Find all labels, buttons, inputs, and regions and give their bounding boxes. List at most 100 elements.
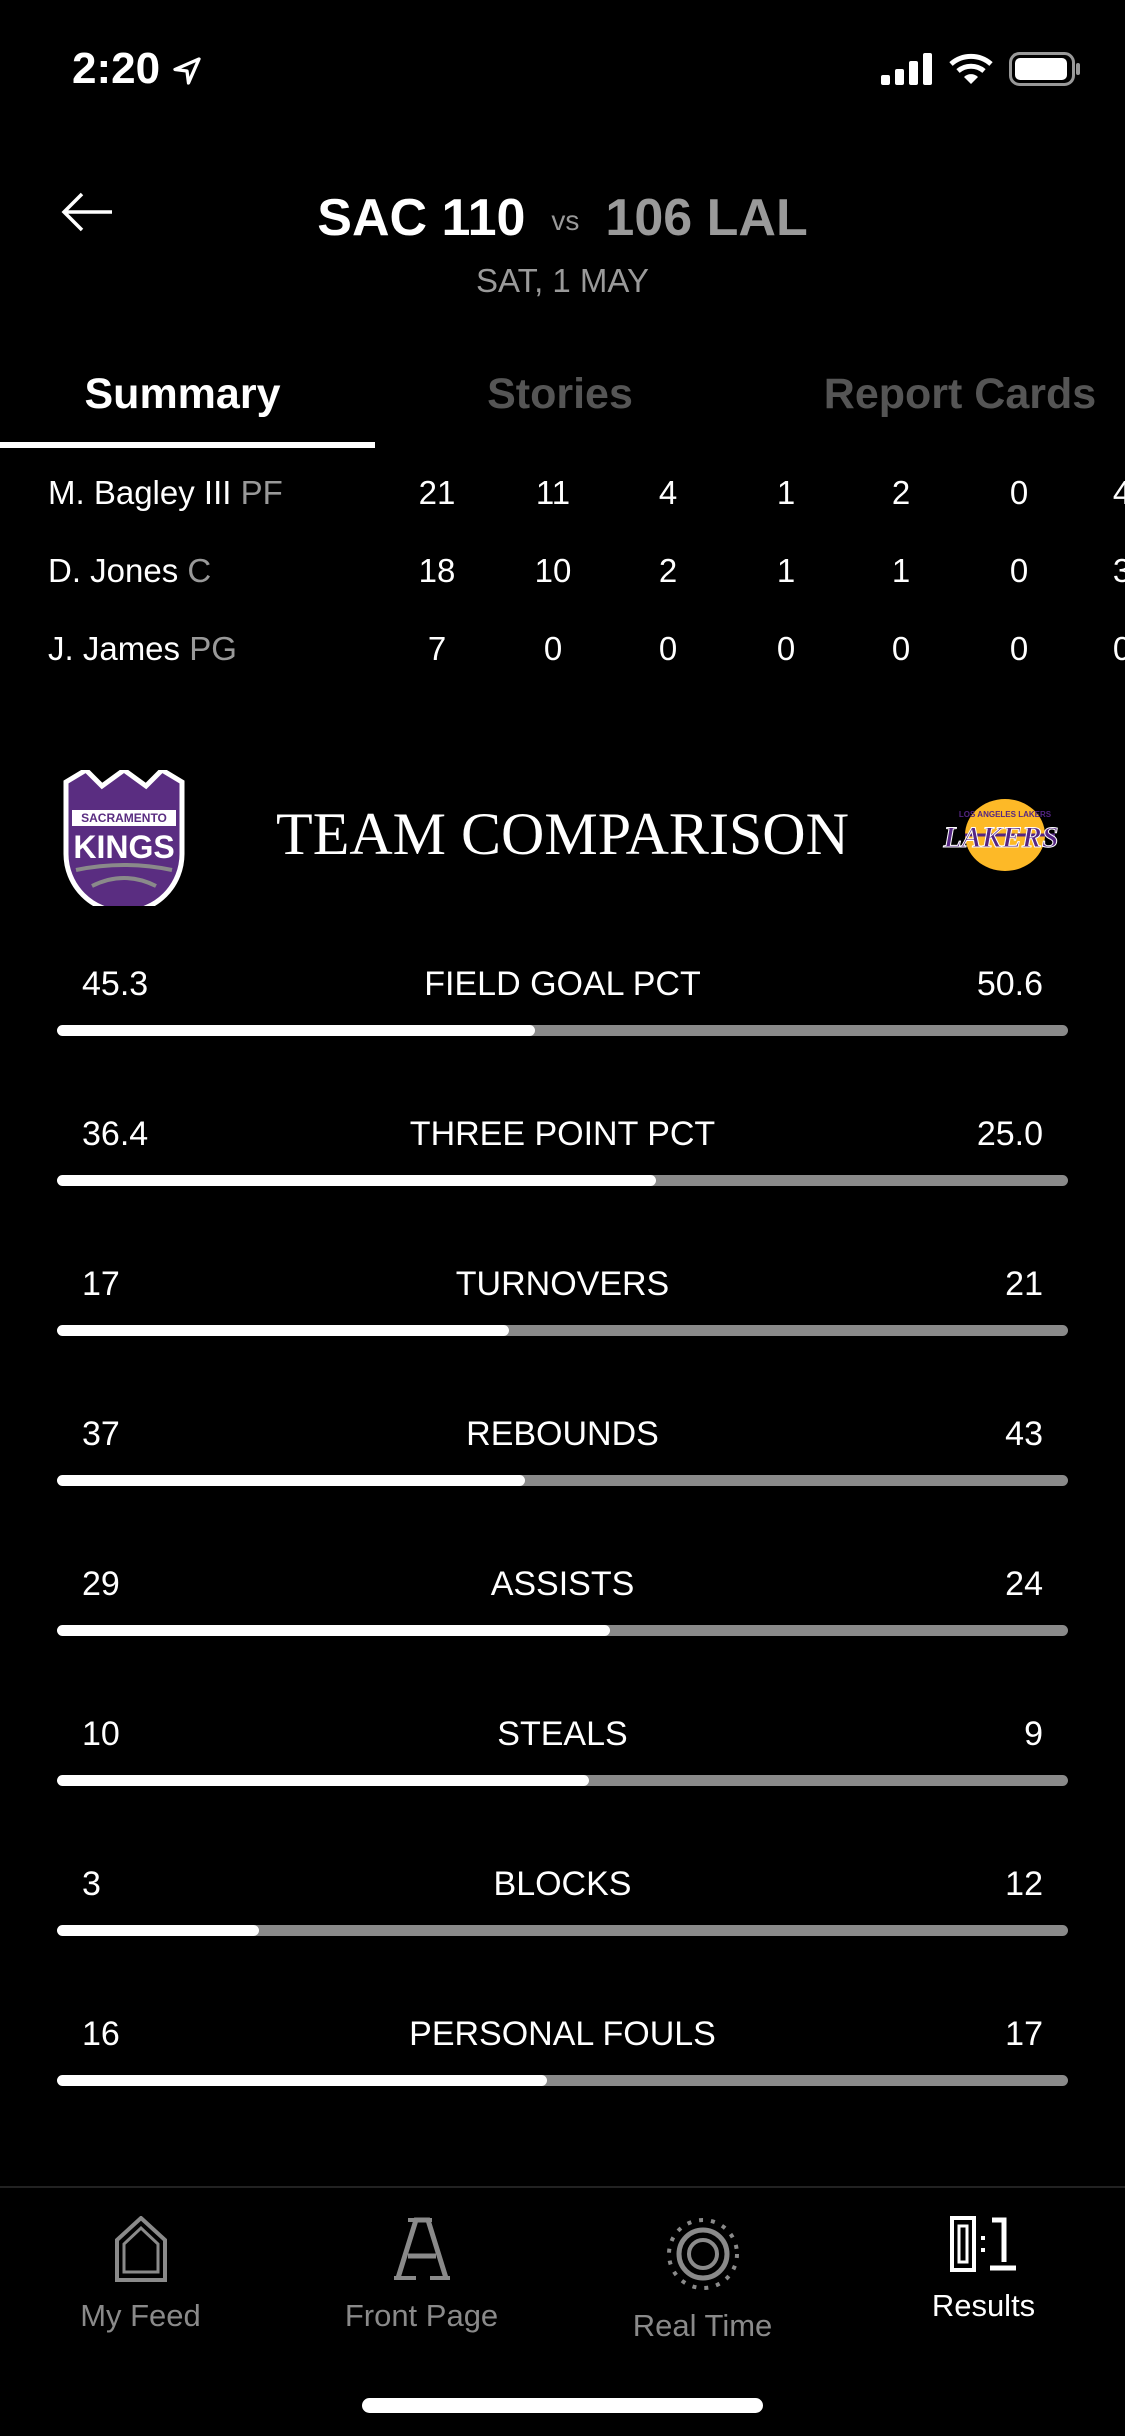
stat-label: BLOCKS bbox=[493, 1865, 632, 1903]
tab-underline bbox=[0, 442, 375, 448]
stat-label: STEALS bbox=[497, 1715, 628, 1753]
scoreboard-icon bbox=[949, 2216, 1016, 2272]
home-value: 37 bbox=[82, 1415, 120, 1453]
player-stat: 1 bbox=[891, 552, 911, 589]
letter-a-icon bbox=[393, 2217, 450, 2280]
back-button[interactable] bbox=[60, 190, 120, 240]
comparison-row: 3 BLOCKS 12 bbox=[57, 1865, 1068, 1975]
stat-label: REBOUNDS bbox=[466, 1415, 659, 1453]
player-position: PF bbox=[240, 474, 283, 511]
player-position: PG bbox=[189, 630, 237, 667]
player-stat: 3 bbox=[1112, 552, 1125, 589]
comparison-row: 10 STEALS 9 bbox=[57, 1715, 1068, 1825]
nav-label: Front Page bbox=[344, 2298, 499, 2333]
player-stat: 0 bbox=[658, 630, 678, 667]
comparison-row: 29 ASSISTS 24 bbox=[57, 1565, 1068, 1675]
home-value: 16 bbox=[82, 2015, 120, 2053]
player-stat: 1 bbox=[776, 474, 796, 511]
comparison-bar bbox=[57, 2075, 1068, 2086]
nav-my-feed[interactable]: My Feed bbox=[0, 2188, 281, 2334]
comparison-bar-fill bbox=[57, 1925, 260, 1936]
tab-stories[interactable]: Stories bbox=[487, 370, 633, 418]
home-score: SAC 110 bbox=[317, 189, 526, 247]
nav-real-time[interactable]: Real Time bbox=[562, 2188, 843, 2344]
stat-label: ASSISTS bbox=[490, 1565, 635, 1603]
away-value: 50.6 bbox=[976, 965, 1043, 1003]
tab-report-cards[interactable]: Report Cards bbox=[823, 370, 1097, 418]
time-text: 2:20 bbox=[72, 44, 161, 93]
nav-label: Real Time bbox=[632, 2308, 773, 2343]
home-value: 17 bbox=[82, 1265, 120, 1303]
player-stat: 0 bbox=[891, 630, 911, 667]
comparison-row: 37 REBOUNDS 43 bbox=[57, 1415, 1068, 1525]
away-score: 106 LAL bbox=[605, 189, 808, 247]
comparison-row: 45.3 FIELD GOAL PCT 50.6 bbox=[57, 965, 1068, 1075]
player-name-text: M. Bagley III bbox=[48, 474, 232, 511]
nav-label: Results bbox=[931, 2288, 1036, 2323]
stat-label: FIELD GOAL PCT bbox=[424, 965, 701, 1003]
house-icon bbox=[114, 2216, 167, 2282]
comparison-bar bbox=[57, 1325, 1068, 1336]
player-stat: 0 bbox=[543, 630, 563, 667]
player-stat: 10 bbox=[534, 552, 572, 589]
lakers-logo-text: LOS ANGELES LAKERS bbox=[959, 810, 1052, 819]
comparison-bar bbox=[57, 1775, 1068, 1786]
player-row[interactable]: D. Jones C 18 10 2 1 1 0 3 bbox=[0, 552, 1125, 612]
player-name-text: J. James bbox=[48, 630, 181, 667]
comparison-row: 36.4 THREE POINT PCT 25.0 bbox=[57, 1115, 1068, 1225]
away-value: 21 bbox=[1005, 1265, 1043, 1303]
nav-results[interactable]: Results bbox=[843, 2188, 1124, 2324]
player-row[interactable]: J. James PG 7 0 0 0 0 0 0 bbox=[0, 630, 1125, 690]
score-title: SAC 110 vs 106 LAL bbox=[0, 188, 1125, 248]
comparison-bar bbox=[57, 1025, 1068, 1036]
signal-icon bbox=[881, 53, 932, 85]
svg-text:KINGS: KINGS bbox=[73, 829, 174, 865]
home-value: 36.4 bbox=[82, 1115, 149, 1153]
comparison-bar-fill bbox=[57, 1325, 510, 1336]
status-icons bbox=[881, 52, 1081, 86]
player-position: C bbox=[187, 552, 212, 589]
kings-logo: SACRAMENTO KINGS bbox=[63, 770, 185, 906]
player-stat: 11 bbox=[535, 474, 571, 511]
player-stat: 0 bbox=[1112, 630, 1125, 667]
wifi-icon bbox=[949, 53, 993, 84]
real-time-icon bbox=[666, 2218, 739, 2290]
comparison-bar bbox=[57, 1925, 1068, 1936]
player-stat: 7 bbox=[427, 630, 447, 667]
player-stat: 2 bbox=[891, 474, 911, 511]
location-arrow-icon bbox=[173, 57, 201, 86]
bottom-nav: My Feed Front Page Real Time Results bbox=[0, 2186, 1125, 2436]
comparison-row: 16 PERSONAL FOULS 17 bbox=[57, 2015, 1068, 2125]
comparison-bar-fill bbox=[57, 1625, 611, 1636]
home-value: 45.3 bbox=[82, 965, 149, 1003]
player-name: D. Jones C bbox=[48, 552, 211, 590]
player-stat: 2 bbox=[658, 552, 678, 589]
nav-label: My Feed bbox=[80, 2298, 201, 2333]
home-value: 29 bbox=[82, 1565, 120, 1603]
lakers-logo: LOS ANGELES LAKERS LAKERS bbox=[942, 799, 1059, 871]
player-stat: 4 bbox=[1112, 474, 1125, 511]
stat-label: THREE POINT PCT bbox=[409, 1115, 716, 1153]
status-time: 2:20 bbox=[72, 44, 202, 94]
stat-label: TURNOVERS bbox=[455, 1265, 670, 1303]
svg-text:SACRAMENTO: SACRAMENTO bbox=[81, 811, 167, 825]
player-stat: 0 bbox=[1009, 630, 1029, 667]
player-stat: 18 bbox=[418, 552, 456, 589]
away-value: 9 bbox=[1024, 1715, 1043, 1753]
nav-front-page[interactable]: Front Page bbox=[281, 2188, 562, 2334]
comparison-bar bbox=[57, 1625, 1068, 1636]
player-stat: 0 bbox=[1009, 474, 1029, 511]
tab-summary[interactable]: Summary bbox=[84, 370, 281, 418]
battery-icon bbox=[1009, 52, 1080, 86]
team-comparison-title: TEAM COMPARISON bbox=[276, 801, 849, 867]
player-name: J. James PG bbox=[48, 630, 237, 668]
player-stat: 0 bbox=[776, 630, 796, 667]
away-value: 12 bbox=[1005, 1865, 1043, 1903]
comparison-bar-fill bbox=[57, 1775, 590, 1786]
home-indicator[interactable] bbox=[362, 2398, 763, 2413]
arrow-left-icon bbox=[61, 192, 112, 232]
home-value: 3 bbox=[82, 1865, 101, 1903]
home-value: 10 bbox=[82, 1715, 120, 1753]
player-row[interactable]: M. Bagley III PF 21 11 4 1 2 0 4 bbox=[0, 474, 1125, 534]
svg-text:LAKERS: LAKERS bbox=[942, 821, 1058, 854]
